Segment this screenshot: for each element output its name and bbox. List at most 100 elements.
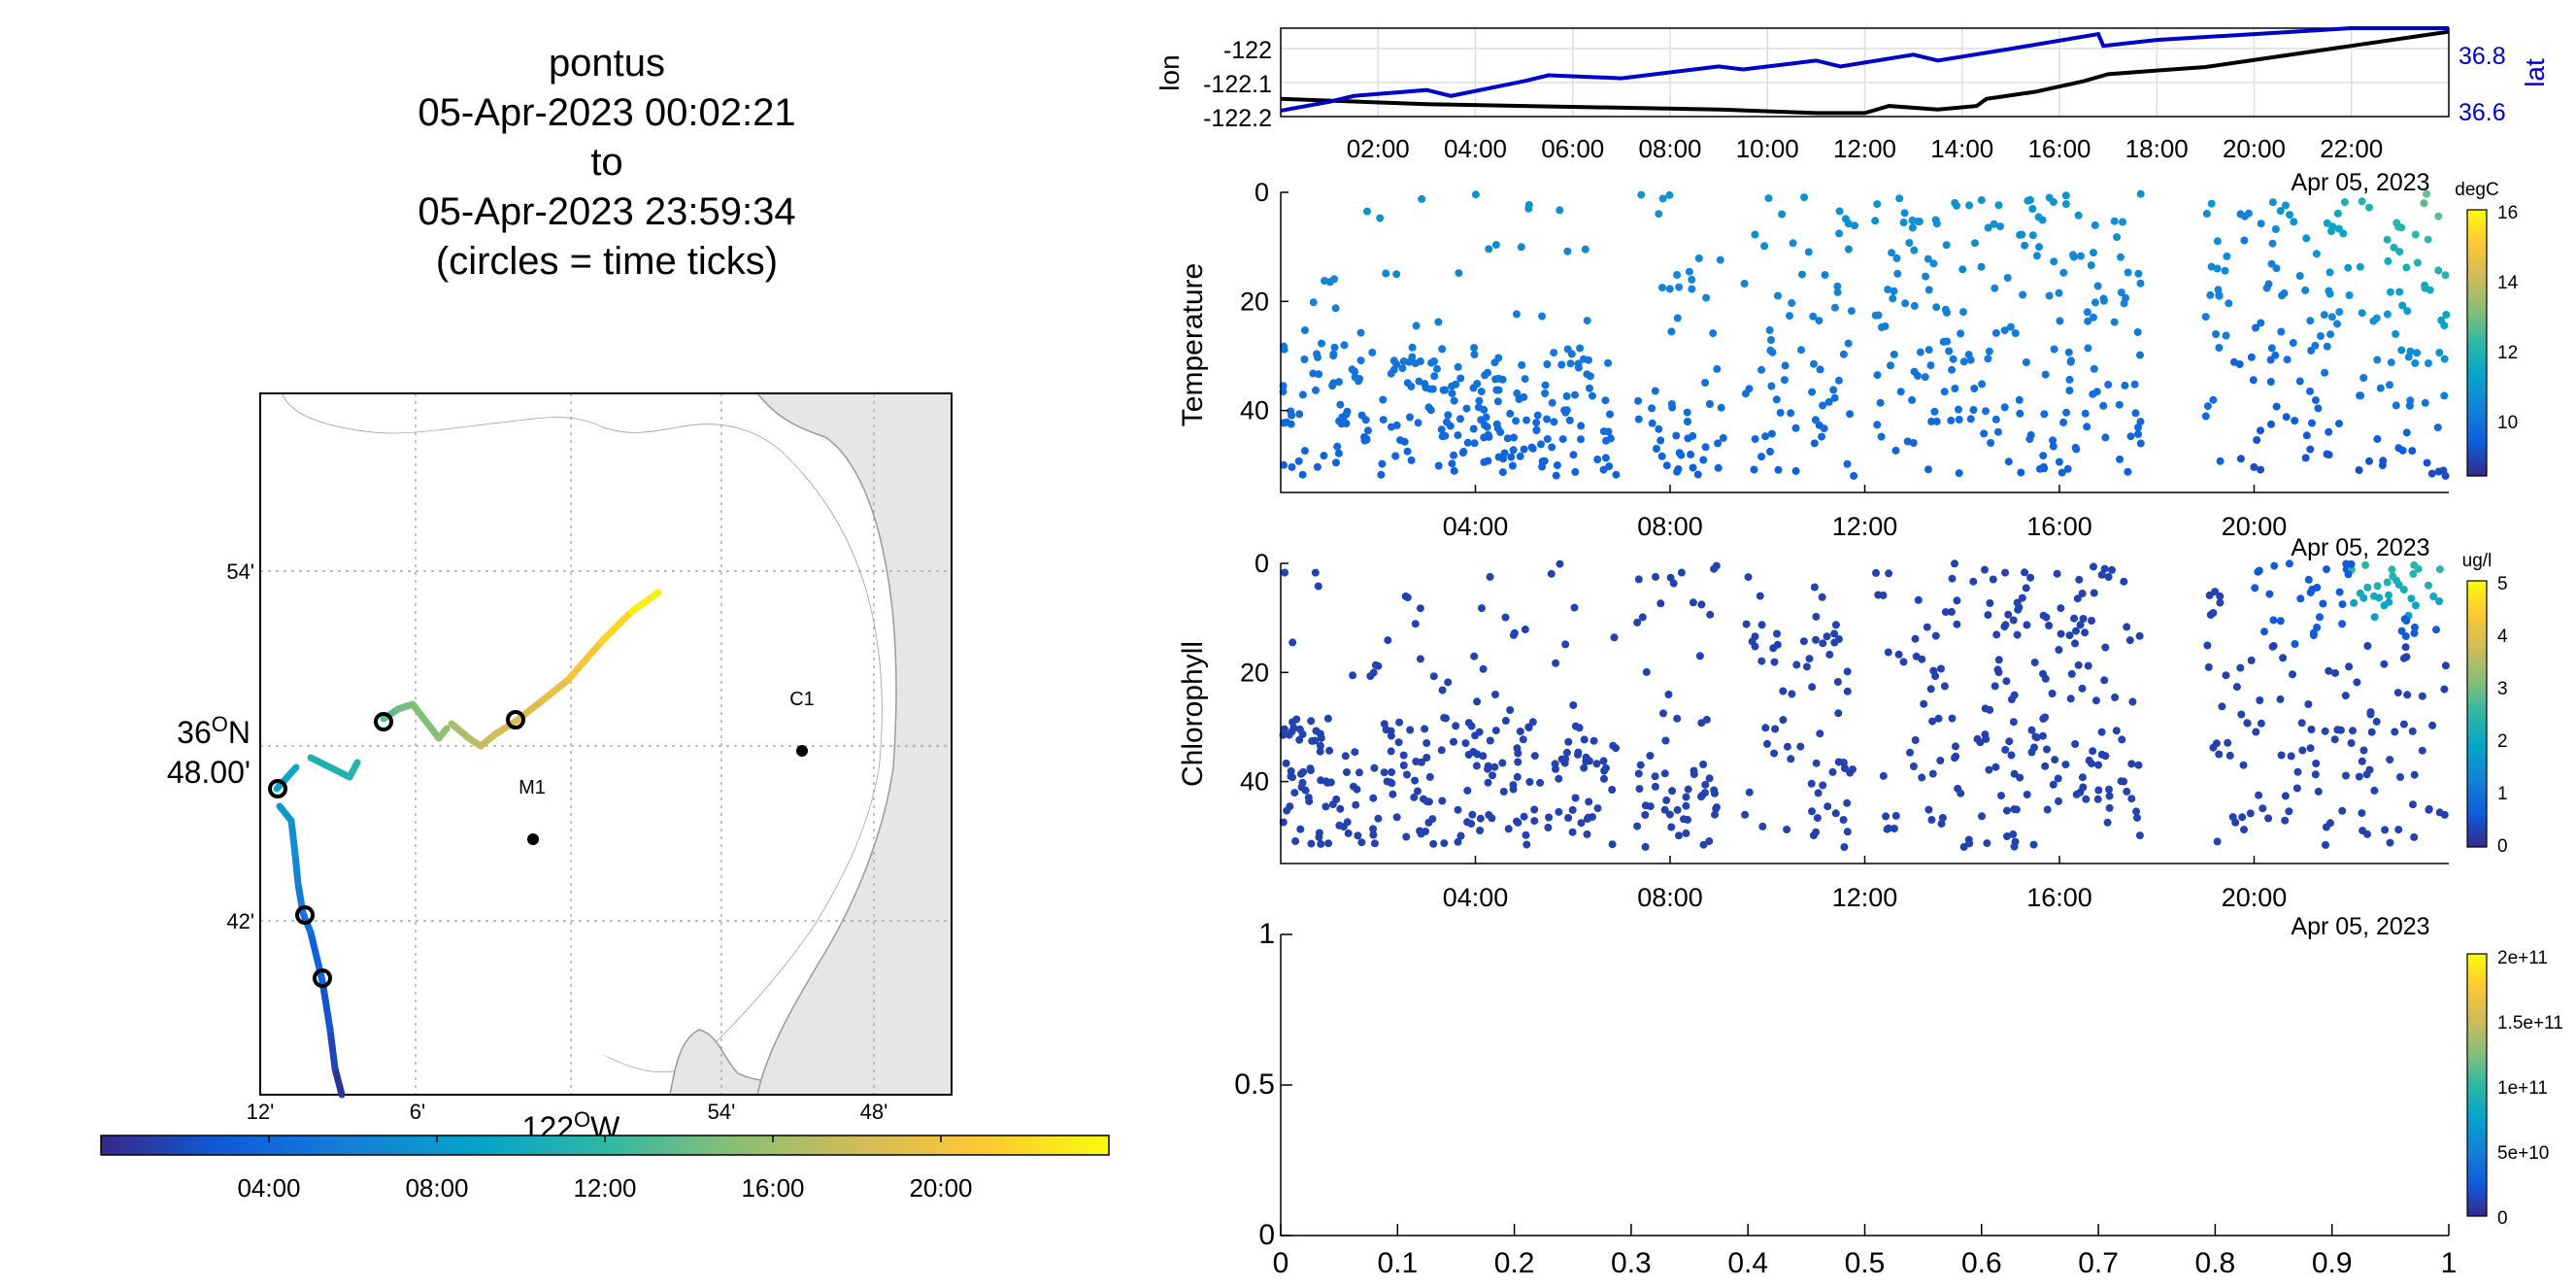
chlorophyll-point <box>1422 739 1431 747</box>
temperature-point <box>1657 452 1666 460</box>
chlorophyll-point <box>1422 828 1429 835</box>
chlorophyll-point <box>1599 757 1608 765</box>
chlorophyll-point <box>1891 811 1900 820</box>
chlorophyll-point <box>1924 805 1933 814</box>
temperature-point <box>1516 452 1524 460</box>
temperature-point <box>1702 293 1711 302</box>
lon-tick-54: 54' <box>708 1100 736 1124</box>
chlorophyll-point <box>2010 769 2019 778</box>
temperature-point <box>1493 397 1502 406</box>
chlorophyll-point <box>1600 774 1608 783</box>
temperature-y-tick: 0 <box>1255 178 1269 207</box>
temperature-point <box>1959 308 1967 317</box>
temperature-point <box>1515 395 1523 403</box>
temperature-point <box>2268 198 2277 207</box>
chlorophyll-point <box>2231 818 2240 827</box>
temperature-point <box>1469 384 1478 392</box>
temperature-point <box>1524 201 1533 209</box>
chlorophyll-point <box>1634 769 1643 778</box>
temperature-point <box>1480 458 1489 466</box>
temperature-point <box>1955 405 1962 414</box>
lat-axis-label: lat <box>2520 58 2550 87</box>
chlorophyll-point <box>2216 592 2225 600</box>
track-segment <box>435 725 451 742</box>
empty-panel-x-tick: 0.4 <box>1727 1247 1768 1279</box>
temperature-point <box>1300 356 1309 363</box>
temperature-point <box>1819 401 1827 410</box>
chlorophyll-point <box>1825 650 1834 659</box>
chlorophyll-point <box>1317 839 1325 848</box>
temperature-point <box>2221 266 2229 275</box>
temperature-point <box>2373 356 2382 364</box>
temperature-point <box>2311 341 2320 350</box>
temperature-point <box>1815 317 1823 325</box>
temperature-point <box>2130 380 2139 389</box>
chlorophyll-colorbar-unit: ug/l <box>2462 551 2492 571</box>
chlorophyll-point <box>2073 594 2082 603</box>
track-segment <box>598 608 635 645</box>
chlorophyll-point <box>1577 819 1586 828</box>
temperature-point <box>1438 432 1447 441</box>
chlorophyll-point <box>2054 774 2062 783</box>
temperature-point <box>1571 390 1579 399</box>
temperature-point <box>1816 365 1824 374</box>
temperature-point <box>2059 418 2068 426</box>
chlorophyll-point <box>2425 581 2432 590</box>
temperature-point <box>1512 417 1521 425</box>
temperature-point <box>2049 436 2057 445</box>
chlorophyll-point <box>2276 695 2285 703</box>
chlorophyll-point <box>1374 661 1383 670</box>
temperature-point <box>2093 282 2102 290</box>
chlorophyll-point <box>2269 616 2278 625</box>
temperature-point <box>2392 401 2400 410</box>
chlorophyll-point <box>1969 577 1978 586</box>
title-end-time: 05-Apr-2023 23:59:34 <box>418 190 796 233</box>
chlorophyll-point <box>1452 722 1460 730</box>
chlorophyll-point <box>1564 814 1573 822</box>
empty-panel-x-tick: 0.8 <box>2195 1247 2236 1279</box>
temperature-point <box>2083 423 2091 431</box>
empty-panel: 0 0.5 1 0 0.1 0.2 0.3 0.4 0.5 0.6 0.7 0.8 0.9 1 2e+1… <box>1234 918 2563 1279</box>
chlorophyll-point <box>1568 805 1577 814</box>
temperature-point <box>1922 272 1930 281</box>
temperature-point <box>1444 411 1453 420</box>
chlorophyll-point <box>1399 751 1408 760</box>
temperature-point <box>1903 437 1912 446</box>
chlorophyll-point <box>2397 627 2406 635</box>
chlorophyll-point <box>1351 748 1359 757</box>
chlorophyll-point <box>2366 708 2375 717</box>
temperature-point <box>1714 439 1723 448</box>
chlorophyll-point <box>2205 591 2214 599</box>
chlorophyll-point <box>1473 697 1482 706</box>
temperature-point <box>2433 424 2442 432</box>
chlorophyll-point <box>1524 724 1533 731</box>
chlorophyll-point <box>2076 621 2085 629</box>
chlorophyll-point <box>1812 612 1821 621</box>
chlorophyll-point <box>1689 598 1697 607</box>
temperature-point <box>1491 241 1500 250</box>
chlorophyll-point <box>2074 661 2083 669</box>
temperature-point <box>1846 410 1855 419</box>
temperature-point <box>2113 233 2122 242</box>
temperature-point <box>1942 241 1951 250</box>
chlorophyll-point <box>1651 782 1659 791</box>
temperature-point <box>1379 416 1388 424</box>
temperature-point <box>1434 461 1443 470</box>
chlorophyll-point <box>1941 608 1950 617</box>
temperature-point <box>2282 413 2291 422</box>
temperature-point <box>1450 396 1458 405</box>
chlorophyll-point <box>2255 791 2263 799</box>
chlorophyll-point <box>1773 629 1781 638</box>
temperature-point <box>2035 464 2044 473</box>
chlorophyll-point <box>1392 813 1401 822</box>
chlorophyll-point <box>1520 812 1528 821</box>
temperature-point <box>1426 406 1435 415</box>
temperature-point <box>1873 421 1882 429</box>
chlorophyll-point <box>1610 633 1619 642</box>
temperature-point <box>2028 205 2037 213</box>
time-colorbar-tick-label: 04:00 <box>237 1173 300 1203</box>
temperature-point <box>1684 418 1691 425</box>
chlorophyll-point <box>2105 792 2114 800</box>
empty-panel-x-tick: 0.5 <box>1845 1247 1886 1279</box>
chlorophyll-point <box>2097 570 2106 579</box>
